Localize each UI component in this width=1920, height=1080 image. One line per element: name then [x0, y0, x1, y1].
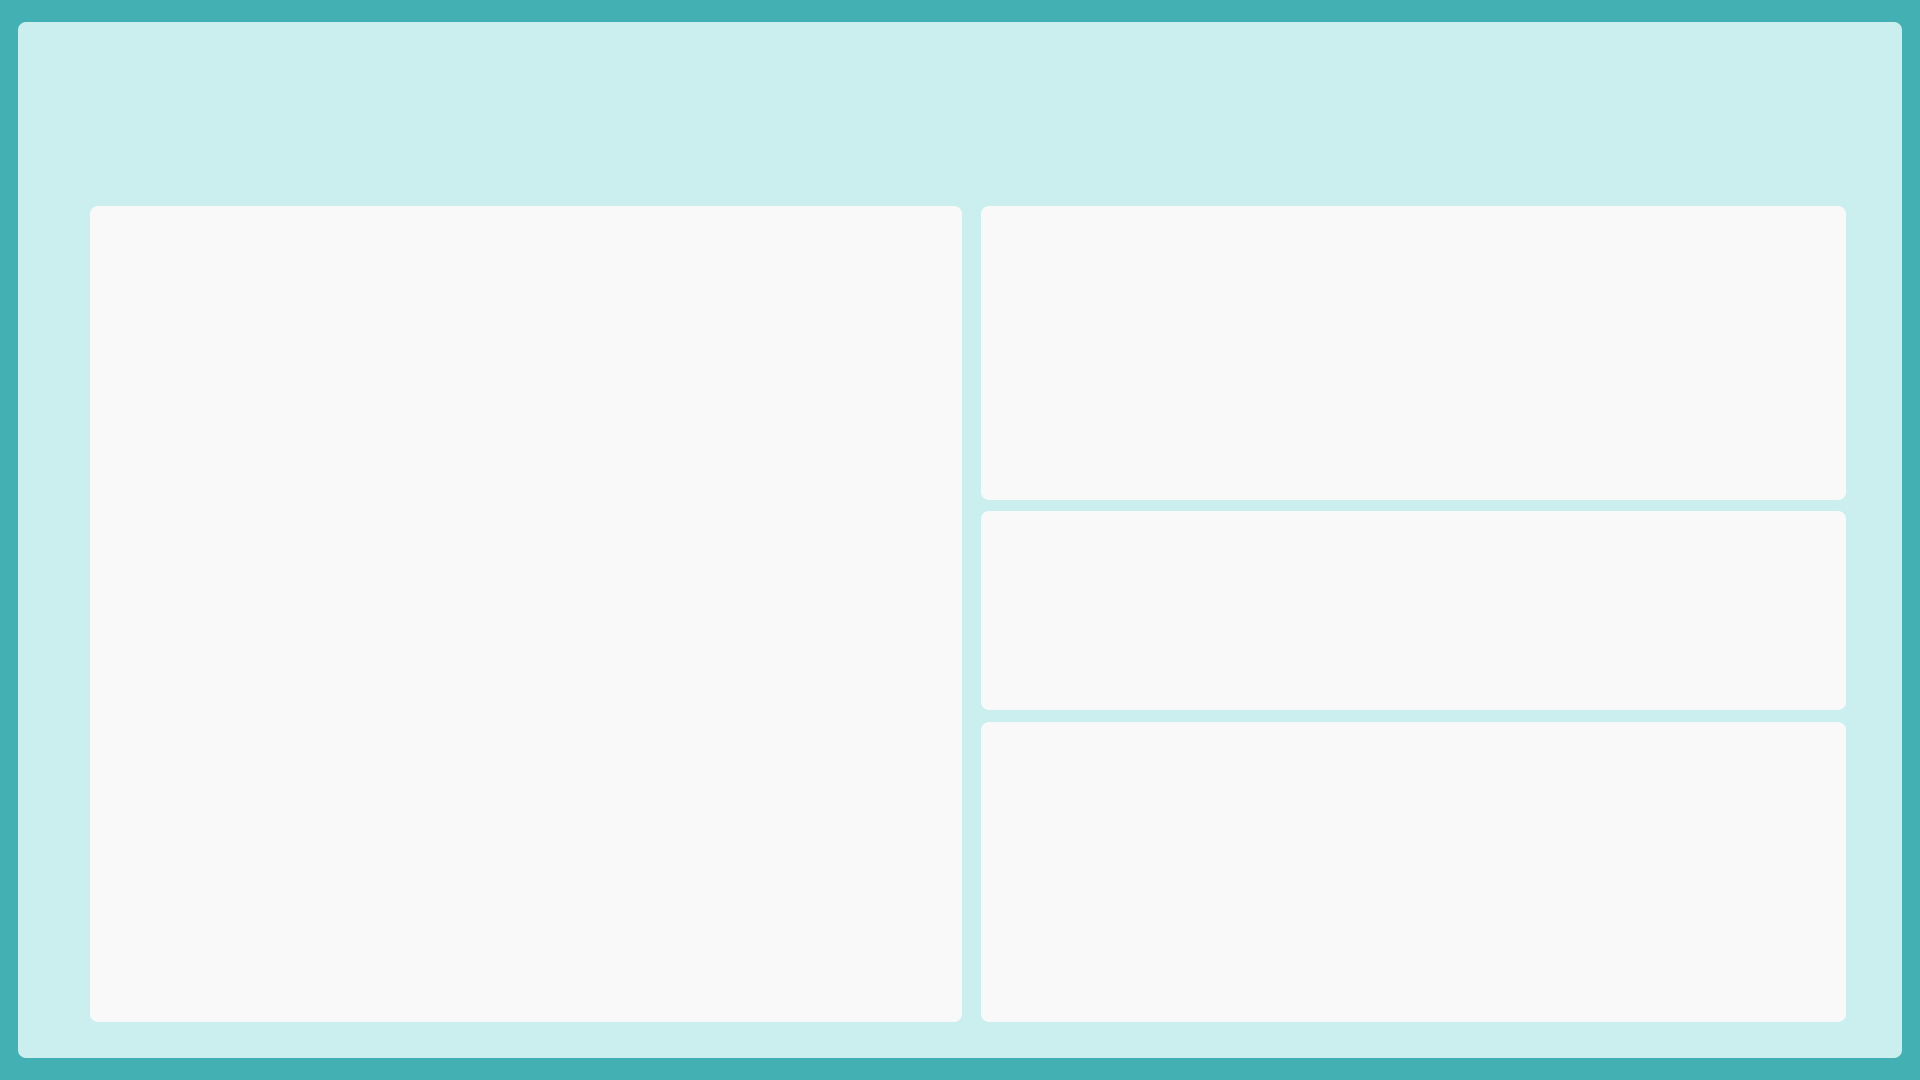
right-top-panel [981, 206, 1846, 500]
left-panel [90, 206, 962, 1022]
right-bottom-panel [981, 722, 1846, 1022]
workspace-surface [18, 22, 1902, 1058]
right-middle-panel [981, 511, 1846, 710]
